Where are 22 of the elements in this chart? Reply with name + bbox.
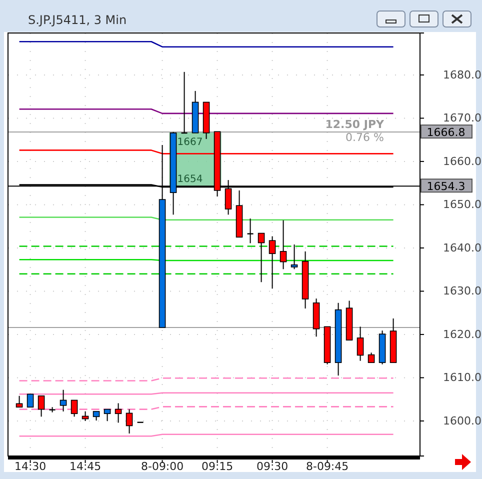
annotation: 1654 xyxy=(177,174,203,186)
y-tick-label: 1650.0 xyxy=(443,198,482,212)
annotation: 1667 xyxy=(177,137,203,148)
y-tick-label: 1610.0 xyxy=(443,371,482,384)
y-tick-label: 1680.0 xyxy=(443,68,482,82)
x-tick-label: 14:45 xyxy=(69,460,102,473)
annotation: 0.76 % xyxy=(346,131,384,144)
ref-line-label: 1666.8 xyxy=(426,126,466,140)
x-tick-label: 8-09:00 xyxy=(140,460,184,473)
ref-line-label: 1654.3 xyxy=(426,180,466,194)
x-tick-label: 09:15 xyxy=(201,460,234,473)
y-tick-label: 1600.0 xyxy=(443,414,482,428)
annotation: 12.50 JPY xyxy=(325,118,386,132)
x-tick-label: 14:30 xyxy=(14,460,46,473)
y-tick-label: 1630.0 xyxy=(443,284,482,298)
x-tick-label: 09:30 xyxy=(256,460,288,473)
y-tick-label: 1620.0 xyxy=(443,328,482,341)
x-tick-label: 8-09:45 xyxy=(306,460,349,473)
chart-title: S.JP.J5411, 3 Min xyxy=(28,13,127,27)
y-tick-label: 1640.0 xyxy=(443,241,482,254)
y-tick-label: 1670.0 xyxy=(443,112,482,125)
y-tick-label: 1660.0 xyxy=(443,154,482,168)
